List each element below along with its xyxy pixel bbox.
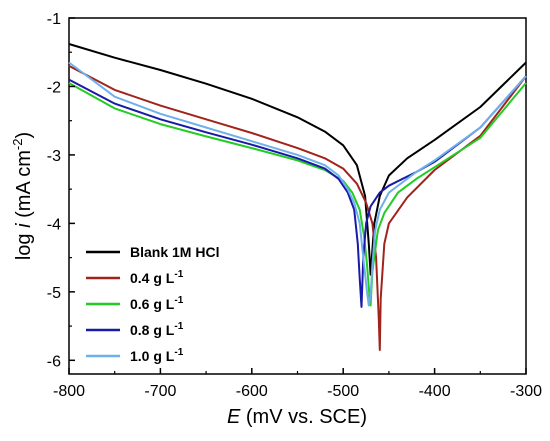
y-tick-label: -5 (47, 285, 61, 302)
legend-label-5: 1.0 g L-1 (130, 347, 184, 364)
legend-label-4: 0.8 g L-1 (130, 321, 184, 338)
x-axis-title-rest: (mV vs. SCE) (240, 406, 367, 428)
y-axis-title-sup: -2 (10, 139, 25, 151)
x-tick-label: -500 (327, 383, 359, 400)
legend-label-3: 0.6 g L-1 (130, 295, 184, 312)
legend-label-2: 0.4 g L-1 (130, 269, 184, 286)
series-line-2 (68, 65, 527, 351)
plot-area: -800 -700 -600 -500 -400 -300 -1 -2 -3 -4 -5 -6 (47, 11, 542, 400)
series-line-3 (68, 82, 527, 307)
y-axis-title-rest: (mA cm (13, 150, 35, 223)
y-tick-label: -3 (47, 148, 61, 165)
y-axis-ticks: -1 -2 -3 -4 -5 -6 (47, 11, 75, 370)
x-tick-label: -400 (419, 383, 451, 400)
series-line-1 (68, 43, 527, 276)
x-tick-label: -700 (144, 383, 176, 400)
legend: Blank 1M HCl 0.4 g L-1 0.6 g L-1 0.8 g L-1 1… (86, 244, 219, 364)
y-axis-title-pre: log (13, 228, 35, 260)
series-layer (68, 43, 527, 351)
series-line-4 (68, 75, 527, 308)
legend-label-1: Blank 1M HCl (130, 244, 219, 260)
x-tick-label: -800 (53, 383, 85, 400)
y-axis-title: log i (mA cm-2) (10, 132, 35, 260)
y-axis-title-italic: i (13, 223, 35, 228)
series-line-5 (68, 61, 527, 307)
x-axis-title-italic: E (227, 406, 241, 428)
x-tick-label: -300 (510, 383, 542, 400)
y-tick-label: -1 (47, 11, 61, 28)
x-axis-ticks: -800 -700 -600 -500 -400 -300 (53, 368, 542, 400)
y-tick-label: -4 (47, 216, 61, 233)
y-axis-title-close: ) (13, 132, 35, 139)
x-tick-label: -600 (236, 383, 268, 400)
x-axis-title: E (mV vs. SCE) (227, 406, 367, 428)
plot-frame (68, 17, 527, 375)
y-tick-label: -2 (47, 79, 61, 96)
y-tick-label: -6 (47, 353, 61, 370)
